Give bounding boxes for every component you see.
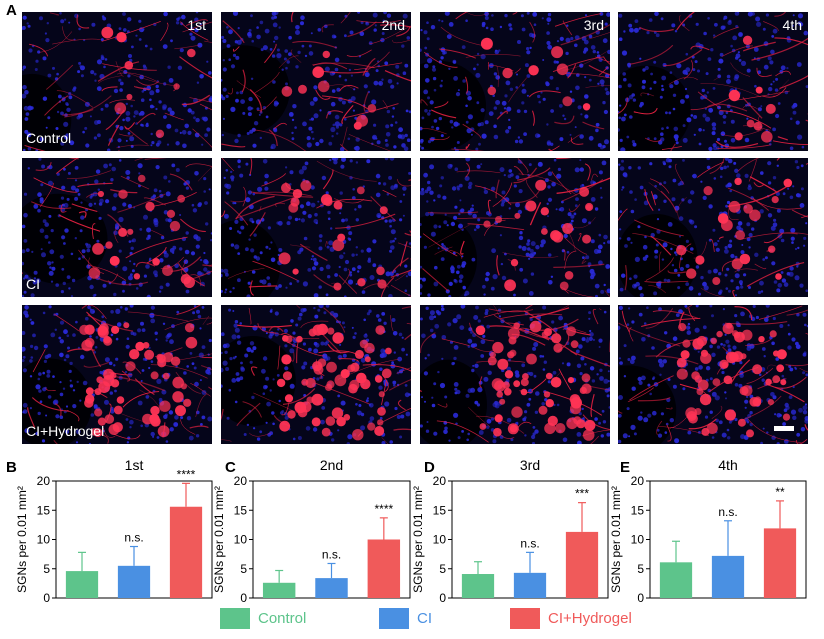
tissue-image xyxy=(618,305,808,444)
micrograph-control-4th: 4th xyxy=(618,12,808,151)
panel-c-ylabel: SGNs per 0.01 mm² xyxy=(212,486,226,593)
row-label-control: Control xyxy=(26,130,72,146)
panel-c-letter: C xyxy=(225,459,236,476)
legend-swatch-ci-hydrogel xyxy=(510,607,540,629)
tissue-image xyxy=(221,305,411,444)
panel-b-ytick-label-4: 20 xyxy=(37,474,51,488)
micrograph-ci-3rd xyxy=(420,158,610,297)
legend-swatch-control xyxy=(220,607,250,629)
panel-d-title: 3rd xyxy=(520,457,540,473)
panel-d-letter: D xyxy=(424,459,435,476)
panel-e-ytick-label-1: 5 xyxy=(637,562,644,576)
panel-b-ytick-label-3: 15 xyxy=(37,503,51,517)
panel-c-title: 2nd xyxy=(320,457,343,473)
panel-e-ytick-label-3: 15 xyxy=(631,503,645,517)
panel-d-bar-0 xyxy=(461,574,495,598)
micrograph-ci-1st: CI xyxy=(22,158,212,297)
panel-e-bar-1 xyxy=(711,555,745,598)
micrograph-ci-hydrogel-1st: CI+Hydrogel xyxy=(22,305,212,444)
panel-b-ytick-label-1: 5 xyxy=(43,562,50,576)
panel-b-title: 1st xyxy=(125,457,144,473)
panel-c-bar-0 xyxy=(262,582,296,598)
panel-c-ytick-label-4: 20 xyxy=(234,474,248,488)
micrograph-ci-4th xyxy=(618,158,808,297)
panel-d-ytick-label-1: 5 xyxy=(439,562,446,576)
micrograph-control-1st: 1st Control xyxy=(22,12,212,151)
panel-c-ytick-label-0: 0 xyxy=(240,591,247,605)
tissue-image xyxy=(22,158,212,297)
micrograph-ci-2nd xyxy=(221,158,411,297)
tissue-image xyxy=(221,12,411,151)
panel-b-annotation-1: n.s. xyxy=(124,531,143,545)
tissue-image xyxy=(420,158,610,297)
panel-b-annotation-2: **** xyxy=(177,467,196,481)
panel-e-letter: E xyxy=(620,459,630,476)
panel-d-ytick-label-2: 10 xyxy=(433,533,447,547)
legend-item-control: Control xyxy=(220,607,306,629)
panel-e-ytick-label-4: 20 xyxy=(631,474,645,488)
panel-b-ylabel: SGNs per 0.01 mm² xyxy=(15,486,29,593)
legend-label-ci: CI xyxy=(417,609,432,627)
panel-b-bar-2 xyxy=(169,506,203,598)
panel-e-annotation-2: ** xyxy=(775,485,785,499)
tissue-image xyxy=(22,12,212,151)
micrograph-ci-hydrogel-3rd xyxy=(420,305,610,444)
column-label-1st: 1st xyxy=(187,17,206,33)
panel-c-ytick-label-3: 15 xyxy=(234,503,248,517)
legend-item-ci-hydrogel: CI+Hydrogel xyxy=(510,607,632,629)
tissue-image xyxy=(618,158,808,297)
panel-b-ytick-label-0: 0 xyxy=(43,591,50,605)
tissue-image xyxy=(221,158,411,297)
panel-c-bar-2 xyxy=(367,539,401,598)
tissue-image xyxy=(420,305,610,444)
panel-e-ylabel: SGNs per 0.01 mm² xyxy=(609,486,623,593)
panel-e-ytick-label-0: 0 xyxy=(637,591,644,605)
column-label-4th: 4th xyxy=(782,17,802,33)
tissue-image xyxy=(22,305,212,444)
panel-c-ytick-label-2: 10 xyxy=(234,533,248,547)
panel-d-annotation-1: n.s. xyxy=(520,536,539,550)
legend-label-control: Control xyxy=(258,609,307,627)
legend-swatch-ci xyxy=(379,607,409,629)
panel-d-ytick-label-4: 20 xyxy=(433,474,447,488)
panel-c-annotation-2: **** xyxy=(374,502,393,516)
panel-d-ytick-label-0: 0 xyxy=(439,591,446,605)
row-label-ci-hydrogel: CI+Hydrogel xyxy=(26,423,105,439)
panel-a-letter: A xyxy=(6,2,17,19)
panel-d-ytick-label-3: 15 xyxy=(433,503,447,517)
row-label-ci: CI xyxy=(26,276,40,292)
micrograph-ci-hydrogel-2nd xyxy=(221,305,411,444)
panel-b-bar-1 xyxy=(117,565,151,598)
panel-d-bar-2 xyxy=(565,531,599,598)
panel-c-bar-1 xyxy=(315,578,348,598)
panel-c-ytick-label-1: 5 xyxy=(240,562,247,576)
panel-e-bar-2 xyxy=(763,528,797,598)
panel-d-bar-1 xyxy=(513,572,547,598)
panel-e-annotation-1: n.s. xyxy=(718,505,737,519)
legend-item-ci: CI xyxy=(379,607,432,629)
panel-b-bar-0 xyxy=(65,571,99,598)
panel-e-ytick-label-2: 10 xyxy=(631,533,645,547)
panel-d-annotation-2: *** xyxy=(575,487,589,501)
micrograph-control-2nd: 2nd xyxy=(221,12,411,151)
tissue-image xyxy=(420,12,610,151)
tissue-image xyxy=(618,12,808,151)
panel-e-bar-0 xyxy=(659,562,693,598)
scale-bar xyxy=(774,426,794,431)
column-label-2nd: 2nd xyxy=(381,17,405,33)
panel-c-annotation-1: n.s. xyxy=(322,547,341,561)
panel-e-title: 4th xyxy=(718,457,737,473)
micrograph-control-3rd: 3rd xyxy=(420,12,610,151)
panel-b-letter: B xyxy=(6,459,17,476)
legend-label-ci-hydrogel: CI+Hydrogel xyxy=(548,609,632,627)
micrograph-ci-hydrogel-4th xyxy=(618,305,808,444)
bar-charts: B 1st 0 5 10 15 20 SGNs per 0.01 mm² n.s. **** C 2n… xyxy=(6,457,807,605)
column-label-3rd: 3rd xyxy=(583,17,604,33)
panel-d-ylabel: SGNs per 0.01 mm² xyxy=(411,486,425,593)
panel-b-ytick-label-2: 10 xyxy=(37,533,51,547)
